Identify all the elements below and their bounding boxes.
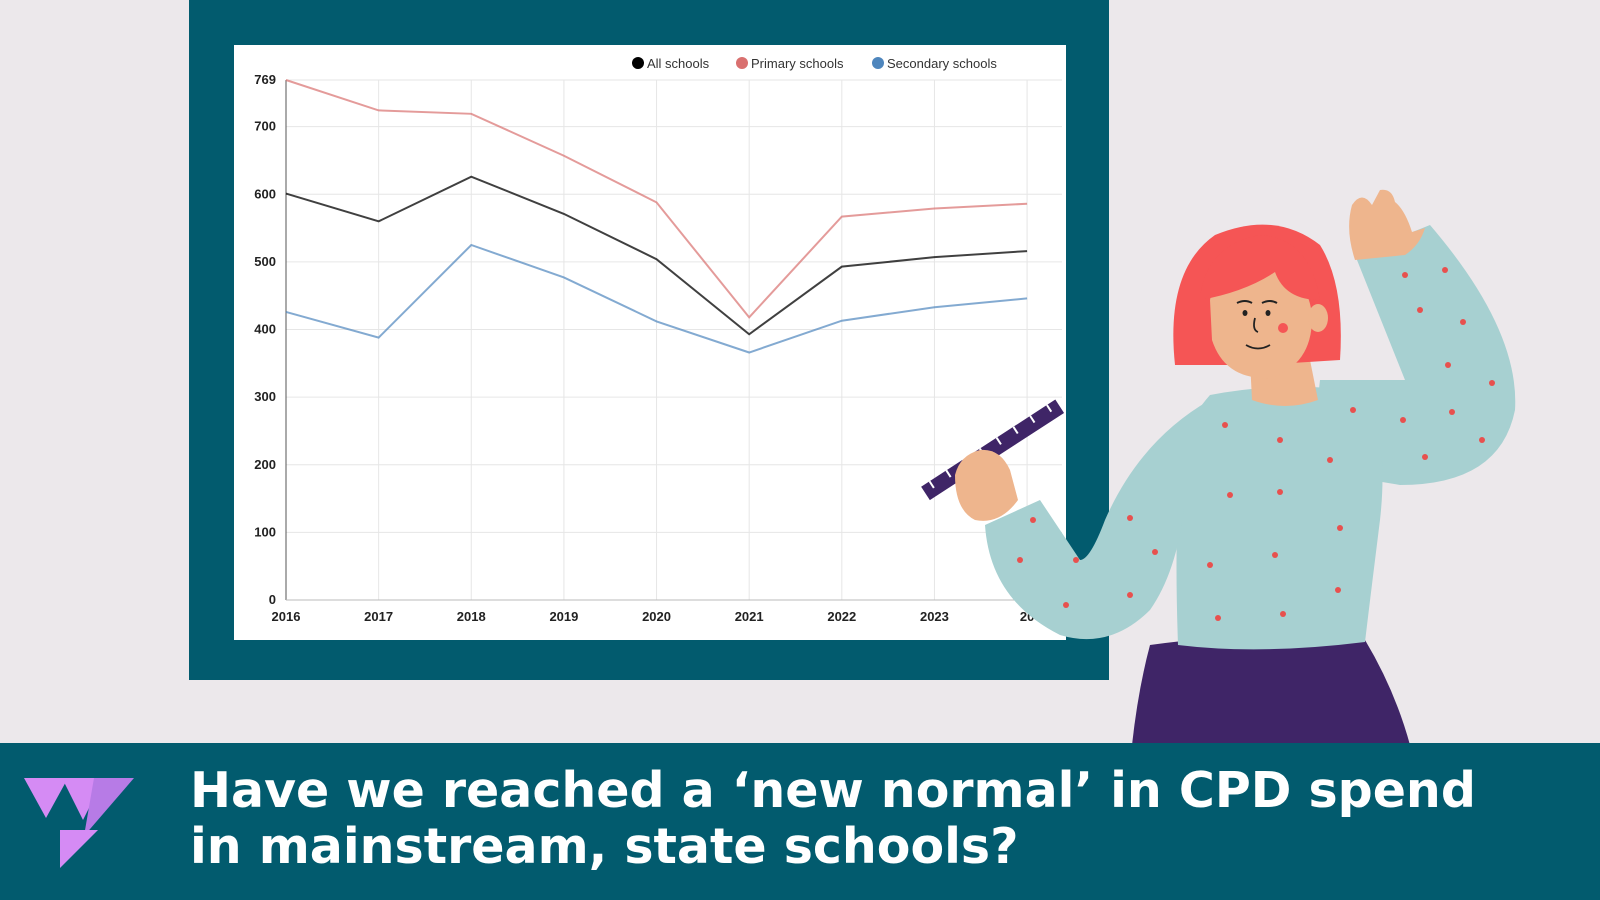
y-tick-label: 100 [254,524,276,539]
y-tick-label: 769 [254,72,276,87]
headline: Have we reached a ‘new normal’ in CPD sp… [190,762,1476,875]
headline-banner: Have we reached a ‘new normal’ in CPD sp… [0,743,1600,900]
y-tick-label: 700 [254,119,276,134]
legend-label: Primary schools [751,56,844,71]
legend-marker [736,57,748,69]
legend-marker [872,57,884,69]
triangle-logo-icon [24,778,134,868]
teacher-with-ruler-illustration [921,189,1516,745]
x-tick-label: 2020 [642,609,671,624]
x-tick-label: 2018 [457,609,486,624]
x-tick-label: 2021 [735,609,764,624]
chart-card: 0 100 200 300 400 500 600 700 769 2016 2017 2018 201… [234,45,1066,640]
y-tick-label: 400 [254,322,276,337]
y-tick-label: 300 [254,389,276,404]
legend-marker [632,57,644,69]
legend-label: All schools [647,56,710,71]
legend-label: Secondary schools [887,56,997,71]
x-tick-label: 2023 [920,609,949,624]
y-tick-label: 600 [254,186,276,201]
y-tick-label: 500 [254,254,276,269]
x-tick-label: 2016 [272,609,301,624]
x-tick-label: 2022 [827,609,856,624]
x-tick-label: 2017 [364,609,393,624]
y-tick-label: 0 [269,592,276,607]
line-chart: 0 100 200 300 400 500 600 700 769 2016 2017 2018 201… [254,56,1062,624]
y-tick-label: 200 [254,457,276,472]
x-tick-label: 2019 [549,609,578,624]
